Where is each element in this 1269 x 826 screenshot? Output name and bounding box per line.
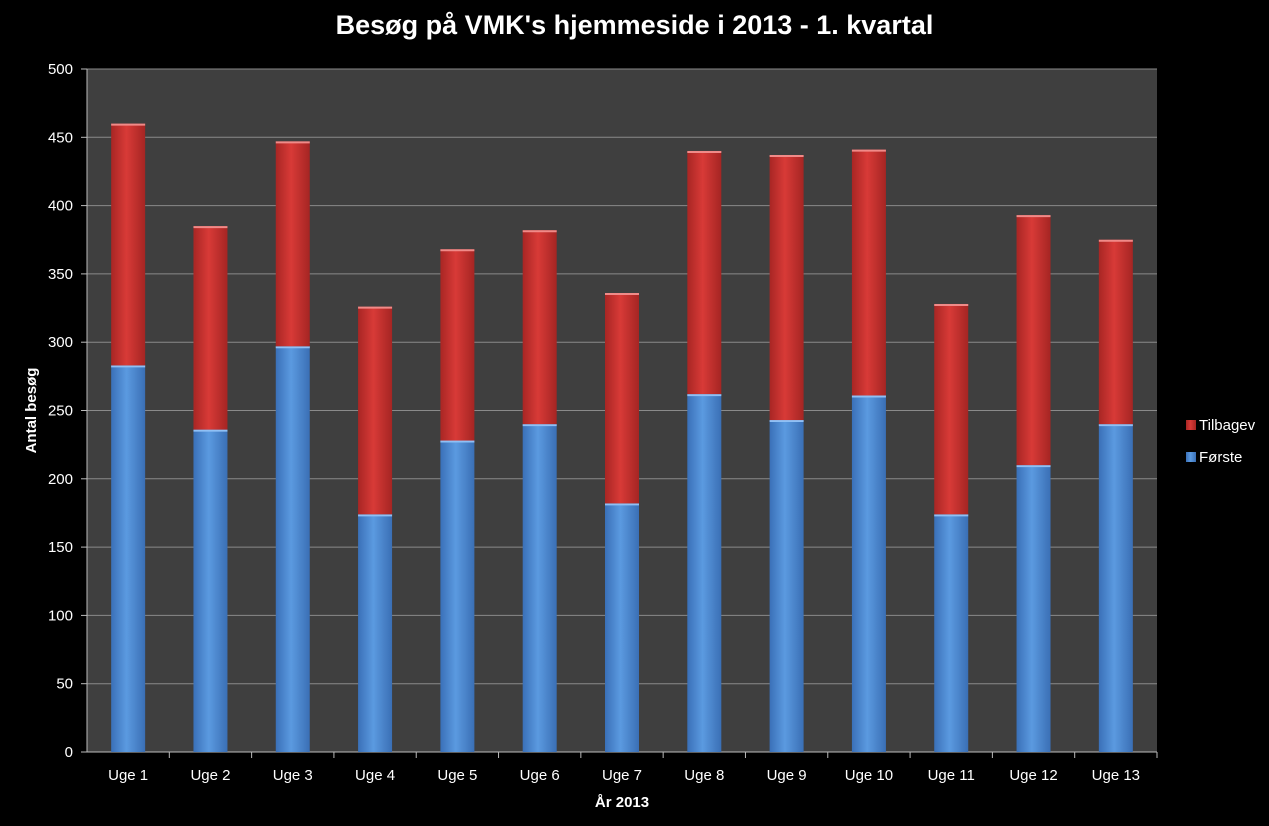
y-tick-label: 450 xyxy=(48,129,73,146)
bar-tilbagev xyxy=(111,123,146,366)
bar-tilbagev xyxy=(522,230,557,425)
bar-forste xyxy=(851,395,886,752)
x-tick-label: Uge 12 xyxy=(1009,767,1057,784)
bar-forste xyxy=(769,420,804,752)
bar-tilbagev xyxy=(1016,215,1051,466)
bar-tilbagev xyxy=(934,303,969,515)
bar-forste xyxy=(440,440,475,752)
bar-tilbagev xyxy=(769,155,804,421)
y-tick-label: 400 xyxy=(48,198,73,215)
x-tick-label: Uge 2 xyxy=(190,767,230,784)
bar-tilbagev xyxy=(193,226,228,430)
x-tick-label: Uge 11 xyxy=(928,767,975,784)
bar-tilbagev xyxy=(605,293,639,504)
bar-tilbagev xyxy=(275,141,310,347)
bar-forste xyxy=(1016,465,1051,752)
y-tick-label: 500 xyxy=(48,61,73,78)
x-tick-label: Uge 3 xyxy=(273,767,313,784)
x-tick-label: Uge 6 xyxy=(520,767,560,784)
x-axis-title: År 2013 xyxy=(595,794,649,811)
bar-tilbagev xyxy=(440,249,475,441)
bar-forste xyxy=(111,365,146,752)
legend-label: Tilbagev xyxy=(1199,417,1256,434)
x-tick-label: Uge 7 xyxy=(602,767,642,784)
x-tick-label: Uge 5 xyxy=(437,767,477,784)
bar-forste xyxy=(934,514,969,752)
y-tick-label: 200 xyxy=(48,471,73,488)
x-tick-label: Uge 8 xyxy=(684,767,724,784)
y-tick-label: 150 xyxy=(48,539,73,556)
y-tick-label: 300 xyxy=(48,334,73,351)
y-tick-label: 250 xyxy=(48,403,73,420)
bar-tilbagev xyxy=(358,306,393,515)
chart-title: Besøg på VMK's hjemmeside i 2013 - 1. kv… xyxy=(335,10,934,40)
y-tick-label: 50 xyxy=(56,676,73,693)
x-tick-label: Uge 9 xyxy=(767,767,807,784)
bar-tilbagev xyxy=(687,150,722,395)
x-tick-label: Uge 4 xyxy=(355,767,395,784)
bar-tilbagev xyxy=(1098,239,1133,425)
bar-forste xyxy=(605,503,639,752)
bar-forste xyxy=(1098,424,1133,752)
y-tick-label: 100 xyxy=(48,607,73,624)
bar-forste xyxy=(522,424,557,752)
legend-swatch xyxy=(1186,420,1196,430)
x-tick-label: Uge 13 xyxy=(1092,767,1140,784)
legend-label: Første xyxy=(1199,449,1242,466)
y-tick-label: 350 xyxy=(48,266,73,283)
y-tick-label: 0 xyxy=(65,744,73,761)
x-tick-label: Uge 1 xyxy=(108,767,148,784)
bar-forste xyxy=(275,346,310,752)
legend-swatch xyxy=(1186,452,1196,462)
bar-forste xyxy=(358,514,393,752)
bar-tilbagev xyxy=(851,149,886,396)
y-axis-title: Antal besøg xyxy=(23,368,40,454)
bar-forste xyxy=(687,394,722,752)
bar-forste xyxy=(193,429,228,752)
x-tick-label: Uge 10 xyxy=(845,767,893,784)
